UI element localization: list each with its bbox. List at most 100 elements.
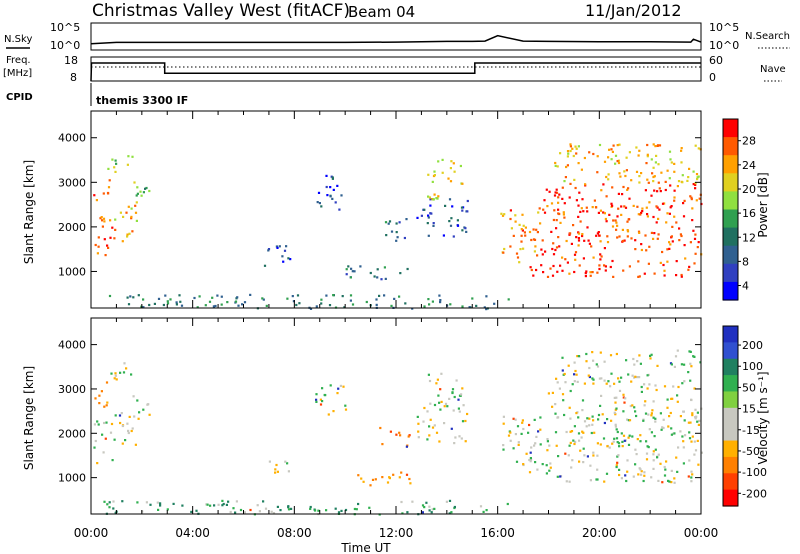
data-cell [590,245,593,248]
data-cell [243,301,247,304]
colorbar-swatch [723,473,738,491]
data-cell [406,511,409,514]
data-cell [345,268,348,271]
data-cell [580,207,583,210]
data-cell [691,435,694,438]
data-cell [287,505,290,508]
data-cell [284,460,287,463]
data-cell [96,462,99,465]
data-cell [623,439,626,442]
data-cell [539,443,542,446]
data-cell [517,443,520,446]
data-cell [588,424,591,427]
data-cell [578,191,581,194]
data-cell [660,428,663,431]
data-cell [371,478,375,481]
data-cell [395,231,398,234]
data-cell [684,434,687,437]
data-cell [101,219,104,222]
data-cell [347,265,350,268]
data-cell [236,296,239,299]
data-cell [563,413,566,417]
data-cell [656,190,659,193]
data-cell [666,398,669,401]
data-cell [698,419,701,422]
data-cell [576,355,579,358]
data-cell [634,448,637,451]
data-cell [321,400,324,403]
data-cell [435,431,439,434]
data-cell [633,406,636,409]
data-cell [552,242,555,245]
data-cell [627,373,630,376]
data-cell [431,508,434,511]
data-cell [502,444,505,447]
data-cell [546,275,550,278]
data-cell [598,234,601,237]
data-cell [509,217,512,221]
data-cell [587,374,590,377]
data-cell [512,234,515,237]
data-cell [634,375,637,378]
data-cell [109,236,112,239]
data-cell [607,380,610,383]
data-cell [683,380,686,383]
data-cell [439,301,442,304]
data-cell [677,446,680,449]
data-cell [276,246,279,249]
data-cell [596,468,599,471]
data-cell [493,302,496,305]
data-cell [226,301,229,304]
data-cell [616,224,619,227]
data-cell [567,152,570,155]
data-cell [675,221,678,224]
data-cell [617,454,620,457]
data-cell [528,423,531,427]
data-cell [569,182,572,185]
data-cell [127,303,131,306]
data-cell [604,269,607,272]
data-cell [577,355,580,358]
colorbar-swatch [723,489,738,507]
data-cell [591,415,594,418]
data-cell [456,224,460,227]
data-cell [668,177,671,180]
data-cell [373,275,376,278]
data-cell [332,410,335,413]
nave-label: Nave [760,64,786,75]
nsky-tick-bottom-right: 10^0 [709,39,739,52]
data-cell [574,440,577,443]
data-cell [670,469,673,472]
data-cell [647,181,650,184]
data-cell [507,298,510,301]
data-cell [555,219,558,222]
data-cell [437,195,440,198]
data-cell [666,406,669,409]
data-cell [574,186,577,190]
data-cell [568,233,571,236]
data-cell [435,382,438,385]
data-cell [631,435,634,438]
data-cell [605,195,608,198]
data-cell [265,304,268,307]
data-cell [427,298,430,301]
data-cell [455,379,458,382]
data-cell [181,504,184,507]
y-tick-label: 2000 [58,427,86,440]
data-cell [661,202,665,205]
beam-label: Beam 04 [348,3,415,21]
colorbar-frame [722,325,739,507]
data-cell [637,275,640,278]
data-cell [612,275,615,278]
data-cell [384,221,388,224]
colorbar-swatch [723,155,738,174]
data-cell [546,449,549,452]
data-cell [112,500,115,503]
data-cell [668,212,671,215]
data-cell [670,397,673,400]
nsky-tick-top-left: 10^5 [50,21,80,34]
data-cell [431,426,435,429]
data-cell [523,231,526,234]
data-cell [105,421,108,424]
data-cell [458,435,461,438]
